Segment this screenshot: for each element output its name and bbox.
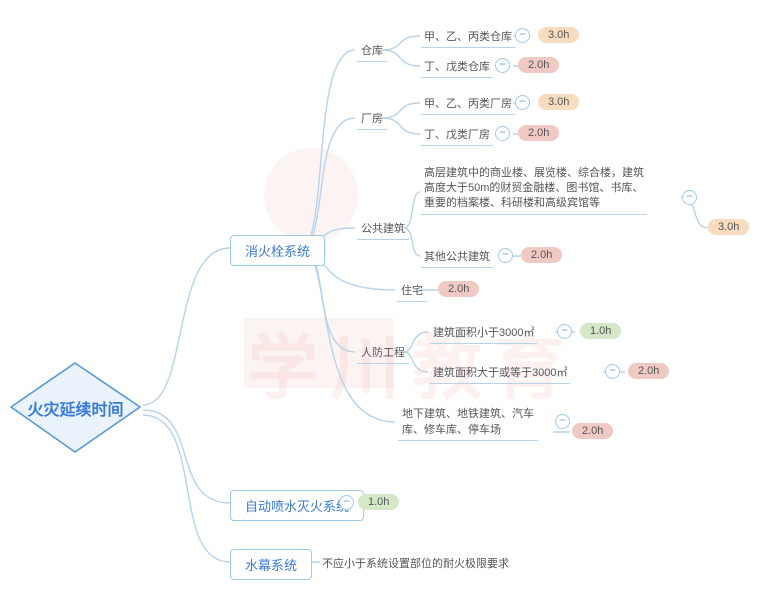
collapse-icon[interactable]: −	[495, 126, 510, 141]
pl-dw: 丁、戊类厂房	[421, 126, 493, 146]
curtain-note: 不应小于系统设置部位的耐火极限要求	[322, 555, 509, 571]
pub-high-value: 3.0h	[708, 219, 749, 235]
collapse-icon[interactable]: −	[515, 95, 530, 110]
def-lt-value: 1.0h	[580, 323, 621, 339]
l2-plant[interactable]: 厂房	[357, 110, 387, 130]
residence-value: 2.0h	[438, 281, 479, 297]
l1-hydrant[interactable]: 消火栓系统	[230, 235, 325, 266]
pl-abc: 甲、乙、丙类厂房	[421, 95, 515, 115]
collapse-icon[interactable]: −	[557, 324, 572, 339]
pub-other: 其他公共建筑	[421, 248, 493, 268]
l1-curtain[interactable]: 水幕系统	[230, 549, 312, 580]
def-ge-value: 2.0h	[628, 363, 669, 379]
pl-abc-value: 3.0h	[538, 94, 579, 110]
l2-residence[interactable]: 住宅	[397, 282, 427, 302]
collapse-icon[interactable]: −	[495, 58, 510, 73]
underground-value: 2.0h	[572, 423, 613, 439]
l2-warehouse[interactable]: 仓库	[357, 42, 387, 62]
pub-high: 高层建筑中的商业楼、展览楼、综合楼，建筑 高度大于50m的财贸金融楼、图书馆、书…	[421, 166, 647, 215]
wh-dw-value: 2.0h	[518, 57, 559, 73]
l2-underground[interactable]: 地下建筑、地铁建筑、汽车 库、修车库、停车场	[398, 405, 538, 441]
root-label: 火灾延续时间	[8, 360, 143, 455]
def-ge: 建筑面积大于或等于3000㎡	[430, 364, 570, 384]
l2-public[interactable]: 公共建筑	[357, 220, 409, 240]
pub-other-value: 2.0h	[521, 247, 562, 263]
def-lt: 建筑面积小于3000㎡	[430, 324, 537, 344]
root-node: 火灾延续时间	[8, 360, 143, 455]
pl-dw-value: 2.0h	[518, 125, 559, 141]
l2-defense[interactable]: 人防工程	[357, 344, 409, 364]
spray-value: 1.0h	[358, 494, 399, 510]
collapse-icon[interactable]: −	[605, 364, 620, 379]
collapse-icon[interactable]: −	[498, 248, 513, 263]
collapse-icon[interactable]: −	[515, 28, 530, 43]
connector-layer	[0, 0, 760, 607]
collapse-icon[interactable]: −	[339, 495, 354, 510]
wh-dw: 丁、戊类仓库	[421, 58, 493, 78]
wh-abc-value: 3.0h	[538, 27, 579, 43]
collapse-icon[interactable]: −	[682, 190, 697, 205]
collapse-icon[interactable]: −	[555, 414, 570, 429]
wh-abc: 甲、乙、丙类仓库	[421, 28, 515, 48]
